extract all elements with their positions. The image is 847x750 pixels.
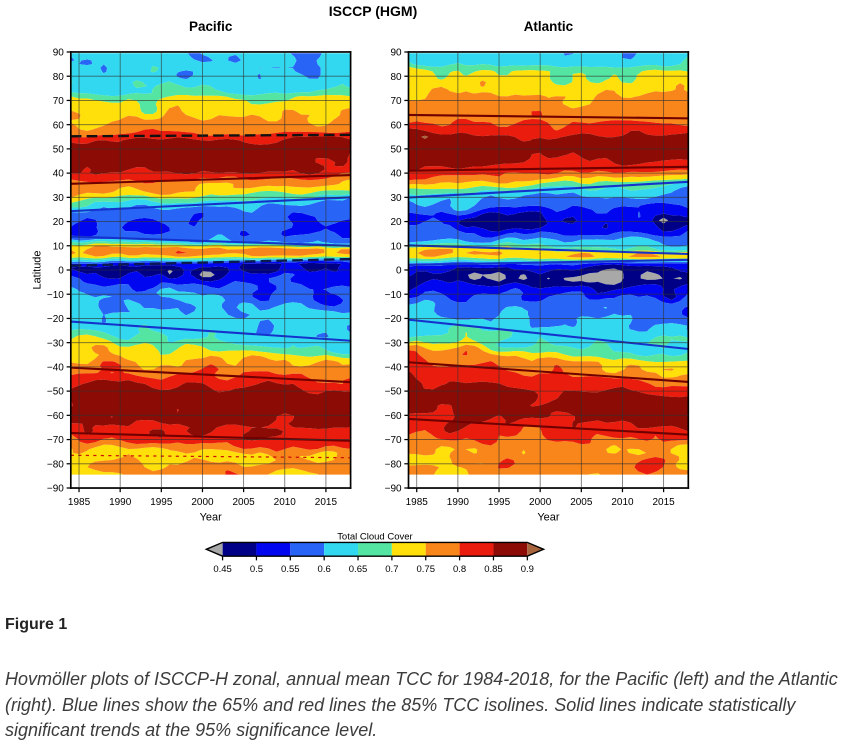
svg-text:Total Cloud Cover: Total Cloud Cover bbox=[337, 532, 413, 543]
svg-text:0.5: 0.5 bbox=[250, 564, 263, 575]
svg-text:0: 0 bbox=[58, 266, 64, 277]
svg-text:0: 0 bbox=[396, 266, 402, 277]
svg-text:−70: −70 bbox=[385, 435, 402, 446]
svg-text:90: 90 bbox=[53, 48, 65, 59]
svg-text:−50: −50 bbox=[47, 387, 64, 398]
svg-text:−60: −60 bbox=[47, 411, 64, 422]
svg-text:−10: −10 bbox=[385, 290, 402, 301]
svg-text:2000: 2000 bbox=[529, 497, 552, 508]
svg-text:10: 10 bbox=[53, 241, 65, 252]
svg-text:Atlantic: Atlantic bbox=[524, 19, 574, 34]
svg-text:70: 70 bbox=[53, 96, 65, 107]
svg-text:0.75: 0.75 bbox=[416, 564, 435, 575]
svg-text:2010: 2010 bbox=[611, 497, 634, 508]
svg-text:1990: 1990 bbox=[447, 497, 470, 508]
svg-text:−30: −30 bbox=[47, 338, 64, 349]
svg-text:60: 60 bbox=[390, 120, 402, 131]
svg-text:1995: 1995 bbox=[488, 497, 511, 508]
svg-text:−10: −10 bbox=[47, 290, 64, 301]
svg-text:1990: 1990 bbox=[109, 497, 132, 508]
svg-text:50: 50 bbox=[53, 145, 65, 156]
svg-text:−70: −70 bbox=[47, 435, 64, 446]
svg-text:2010: 2010 bbox=[274, 497, 297, 508]
svg-text:10: 10 bbox=[390, 241, 402, 252]
svg-text:−40: −40 bbox=[47, 363, 64, 374]
svg-text:−90: −90 bbox=[385, 484, 402, 495]
svg-text:50: 50 bbox=[390, 145, 402, 156]
svg-text:−80: −80 bbox=[385, 459, 402, 470]
svg-text:2005: 2005 bbox=[233, 497, 256, 508]
svg-text:60: 60 bbox=[53, 120, 65, 131]
svg-text:40: 40 bbox=[390, 169, 402, 180]
svg-text:Year: Year bbox=[537, 512, 560, 524]
svg-text:1985: 1985 bbox=[406, 497, 429, 508]
svg-text:80: 80 bbox=[390, 72, 402, 83]
svg-text:−20: −20 bbox=[47, 314, 64, 325]
svg-text:2015: 2015 bbox=[653, 497, 676, 508]
svg-text:1985: 1985 bbox=[68, 497, 91, 508]
svg-text:20: 20 bbox=[53, 217, 65, 228]
svg-text:30: 30 bbox=[390, 193, 402, 204]
svg-text:−80: −80 bbox=[47, 459, 64, 470]
svg-text:−90: −90 bbox=[47, 484, 64, 495]
svg-text:Year: Year bbox=[200, 512, 223, 524]
svg-text:−30: −30 bbox=[385, 338, 402, 349]
svg-text:Latitude: Latitude bbox=[31, 250, 43, 289]
svg-text:2015: 2015 bbox=[315, 497, 338, 508]
svg-text:−60: −60 bbox=[385, 411, 402, 422]
svg-text:0.9: 0.9 bbox=[521, 564, 534, 575]
svg-text:−50: −50 bbox=[385, 387, 402, 398]
svg-text:0.6: 0.6 bbox=[318, 564, 331, 575]
svg-text:70: 70 bbox=[390, 96, 402, 107]
svg-text:−20: −20 bbox=[385, 314, 402, 325]
svg-text:0.45: 0.45 bbox=[213, 564, 232, 575]
svg-text:1995: 1995 bbox=[150, 497, 173, 508]
svg-text:2005: 2005 bbox=[570, 497, 593, 508]
svg-text:2000: 2000 bbox=[191, 497, 214, 508]
svg-text:0.8: 0.8 bbox=[453, 564, 466, 575]
svg-text:ISCCP (HGM): ISCCP (HGM) bbox=[329, 3, 418, 19]
svg-text:−40: −40 bbox=[385, 363, 402, 374]
svg-text:40: 40 bbox=[53, 169, 65, 180]
svg-text:90: 90 bbox=[390, 48, 402, 59]
svg-text:30: 30 bbox=[53, 193, 65, 204]
svg-text:0.65: 0.65 bbox=[349, 564, 368, 575]
svg-text:Pacific: Pacific bbox=[189, 19, 233, 34]
svg-text:80: 80 bbox=[53, 72, 65, 83]
svg-text:0.7: 0.7 bbox=[385, 564, 398, 575]
svg-text:0.55: 0.55 bbox=[281, 564, 300, 575]
svg-text:20: 20 bbox=[390, 217, 402, 228]
svg-text:0.85: 0.85 bbox=[484, 564, 503, 575]
